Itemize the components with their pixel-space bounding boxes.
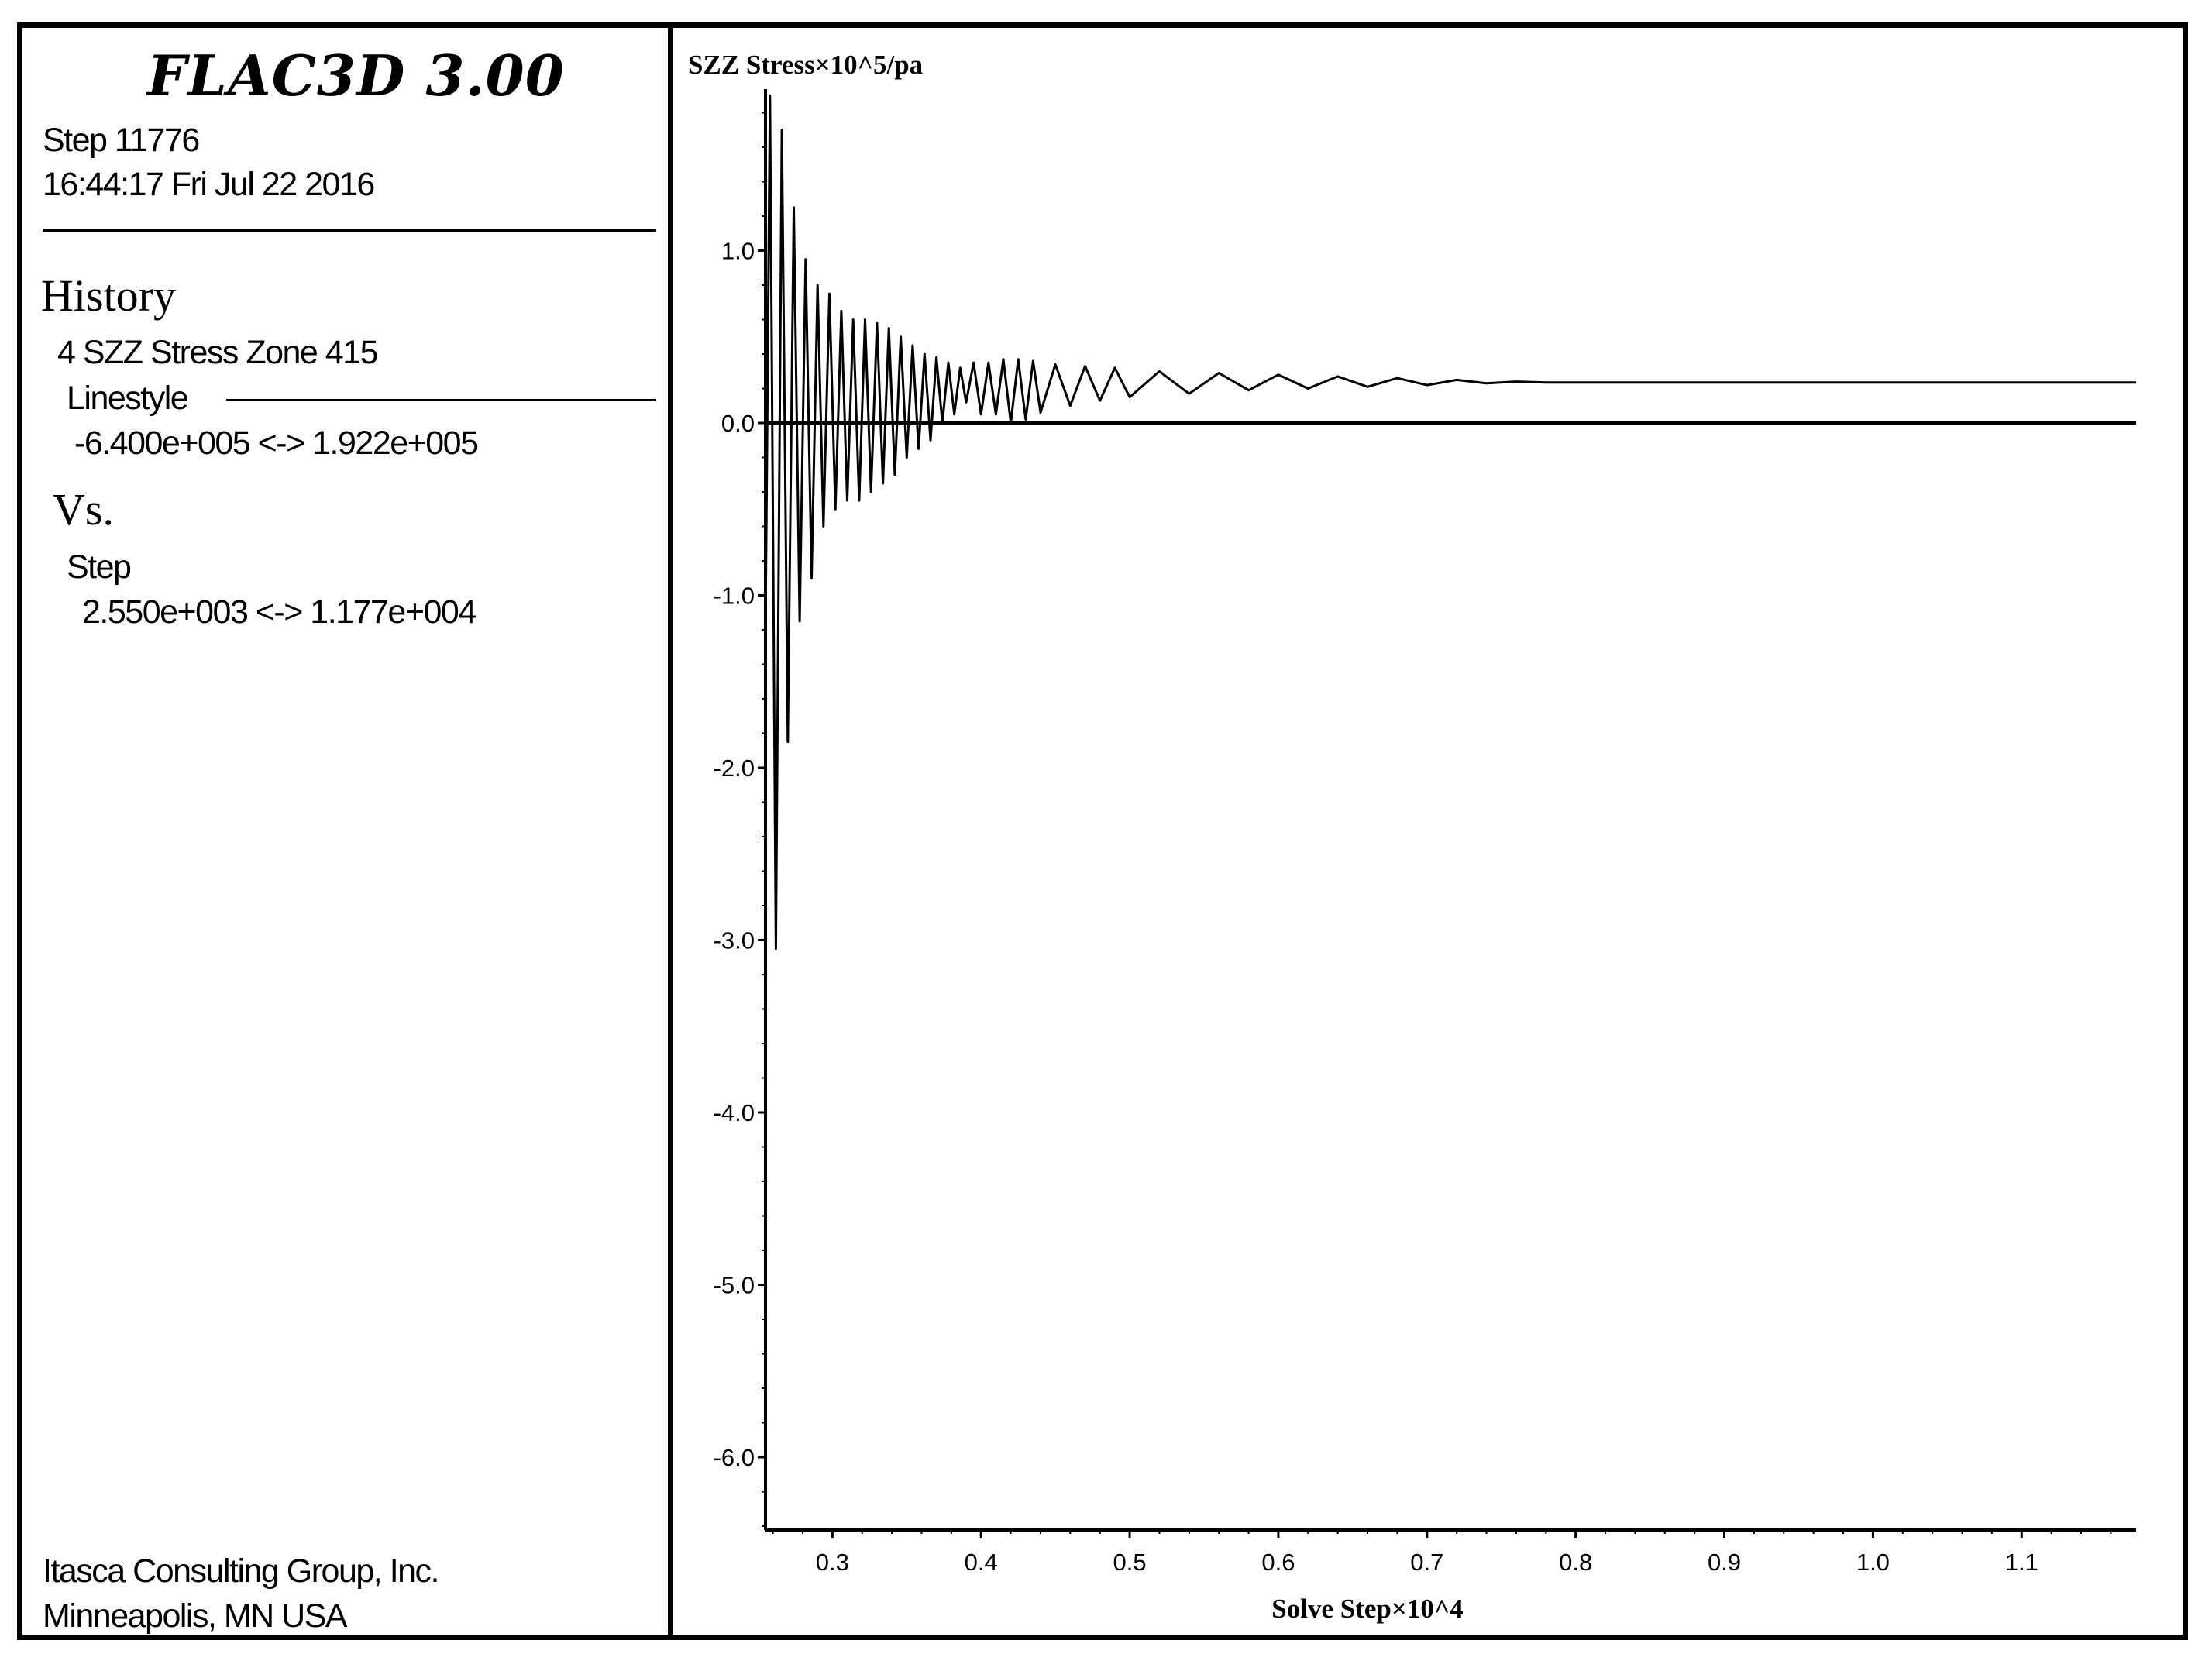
x-tick-label: 0.7 <box>1410 1549 1443 1576</box>
linestyle-swatch <box>226 399 656 401</box>
history-item: 4 SZZ Stress Zone 415 <box>57 334 379 371</box>
header-rule <box>43 229 656 232</box>
y-tick-label: -2.0 <box>714 755 755 782</box>
app-title: FLAC3D 3.00 <box>147 43 565 108</box>
x-tick-label: 0.8 <box>1559 1549 1592 1576</box>
x-var-label: Step <box>67 548 132 586</box>
y-tick-label: -3.0 <box>714 927 755 954</box>
series-line-0 <box>764 94 2136 951</box>
x-tick-label: 0.3 <box>816 1549 849 1576</box>
linestyle-label: Linestyle <box>67 380 189 417</box>
axes <box>764 89 2136 1532</box>
history-heading: History <box>41 270 176 321</box>
step-line: Step 11776 <box>43 122 200 159</box>
x-tick-label: 0.4 <box>965 1549 998 1576</box>
company-name: Itasca Consulting Group, Inc. <box>43 1552 440 1590</box>
x-tick-label: 0.6 <box>1261 1549 1295 1576</box>
x-tick-label: 0.9 <box>1708 1549 1741 1576</box>
y-tick-label: -4.0 <box>714 1099 755 1126</box>
x-range-text: 2.550e+003 <-> 1.177e+004 <box>82 593 476 631</box>
company-location: Minneapolis, MN USA <box>43 1597 348 1635</box>
panel-divider <box>668 22 673 1640</box>
vs-heading: Vs. <box>53 484 114 535</box>
x-tick-label: 1.0 <box>1856 1549 1890 1576</box>
legend-panel: FLAC3D 3.00 Step 11776 16:44:17 Fri Jul … <box>0 0 668 1678</box>
y-axis-ticks: 1.0 0.0 -1.0 -2.0 -3.0 -4.0 -5.0 -6.0 <box>714 112 767 1527</box>
y-range-text: -6.400e+005 <-> 1.922e+005 <box>74 425 479 462</box>
series-layer <box>764 94 2136 951</box>
timestamp: 16:44:17 Fri Jul 22 2016 <box>43 166 375 203</box>
x-tick-label: 0.5 <box>1113 1549 1147 1576</box>
y-tick-label: -6.0 <box>714 1444 755 1471</box>
x-axis-title: Solve Step×10^4 <box>1271 1594 1463 1624</box>
x-tick-label: 1.1 <box>2005 1549 2038 1576</box>
y-tick-label: 0.0 <box>721 410 755 437</box>
y-axis-title: SZZ Stress×10^5/pa <box>688 50 923 80</box>
y-tick-label: -5.0 <box>714 1272 755 1299</box>
y-tick-label: -1.0 <box>714 583 755 610</box>
plot-frame <box>17 22 2188 1640</box>
x-axis-ticks: 0.3 0.4 0.5 0.6 0.7 0.8 0.9 1.0 1.1 <box>772 1528 2112 1576</box>
y-tick-label: 1.0 <box>721 238 755 265</box>
